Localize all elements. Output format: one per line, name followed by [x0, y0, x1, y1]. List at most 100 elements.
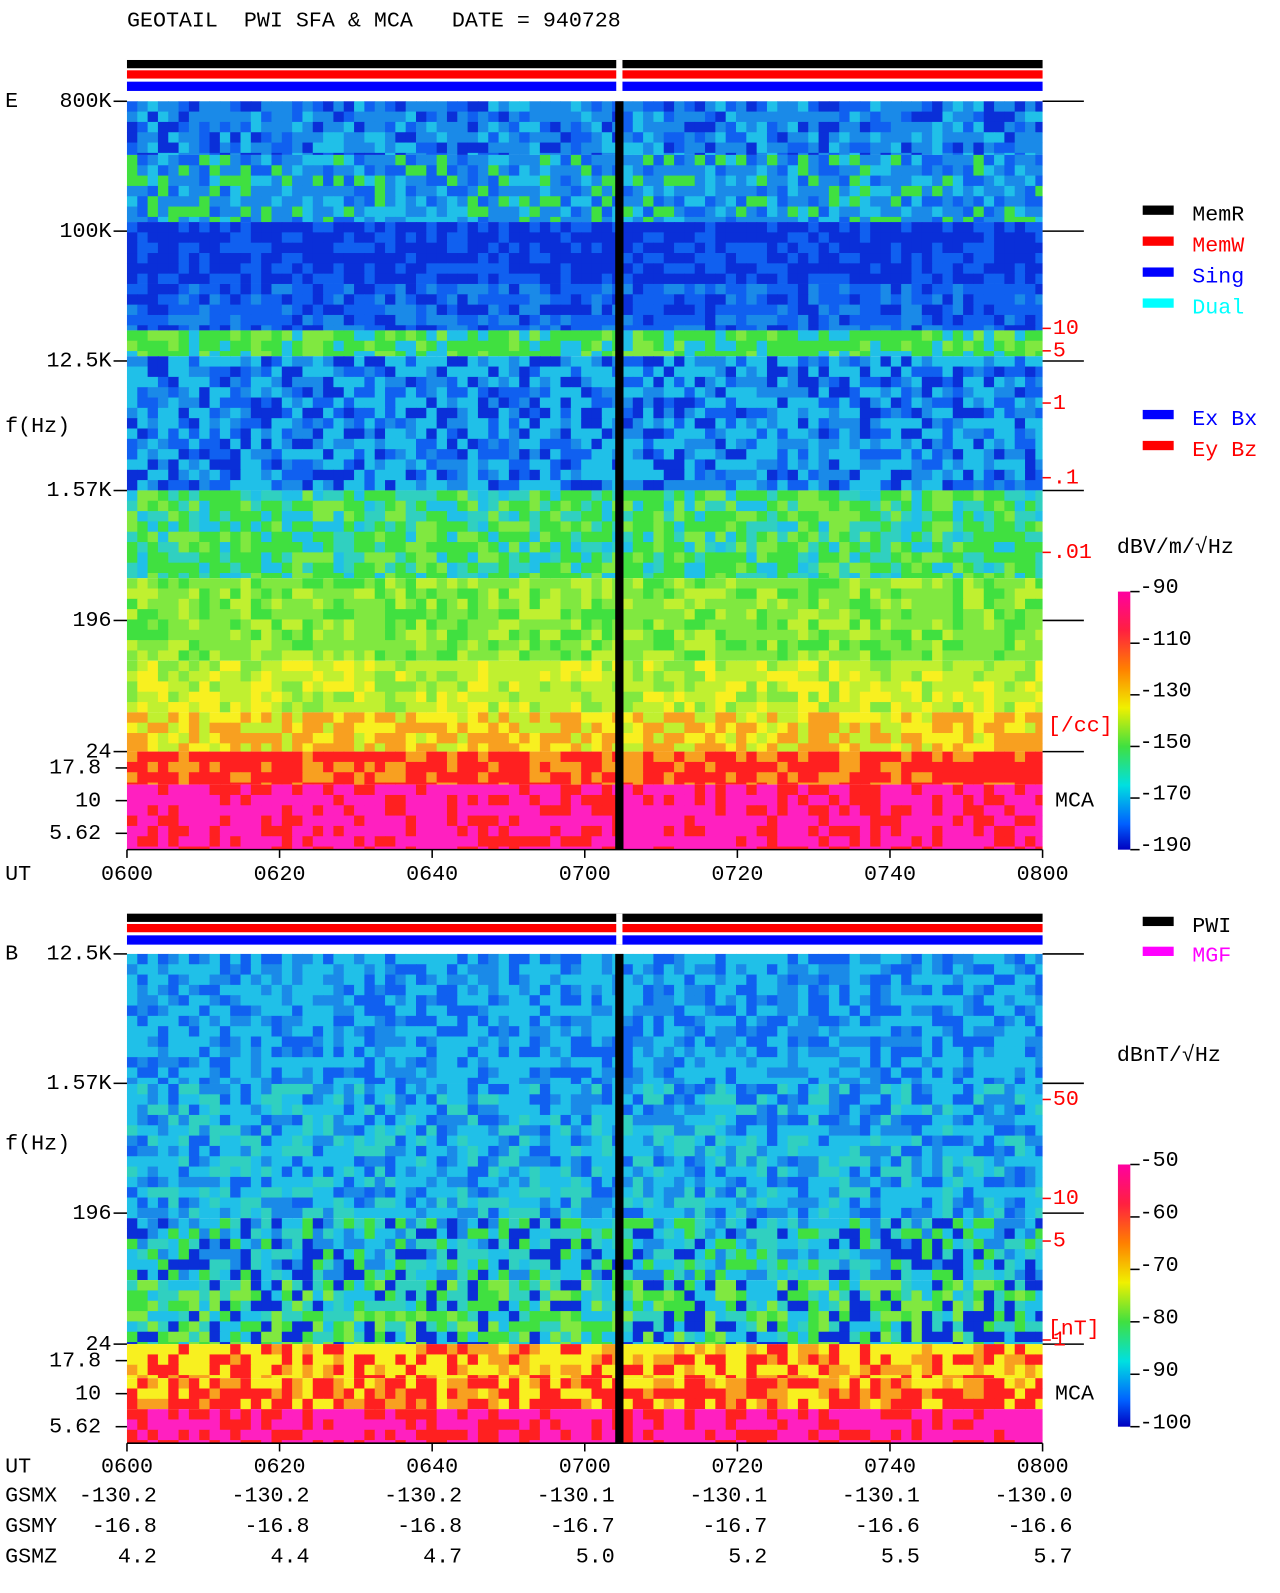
- spectrogram-cell: [219, 101, 231, 113]
- spectrogram-cell: [405, 242, 417, 254]
- spectrogram-cell: [725, 121, 737, 133]
- spectrogram-cell: [477, 340, 489, 352]
- spectrogram-cell: [405, 132, 417, 144]
- spectrogram-cell: [818, 216, 830, 223]
- spectrogram-cell: [973, 366, 985, 378]
- spectrogram-cell: [261, 552, 272, 564]
- spectrogram-cell: [261, 283, 272, 295]
- spectrogram-cell: [684, 469, 696, 481]
- spectrogram-cell: [508, 111, 520, 123]
- spectrogram-cell: [1004, 206, 1016, 218]
- spectrogram-cell: [416, 263, 427, 275]
- spectrogram-cell: [777, 340, 789, 352]
- spectrogram-cell: [963, 325, 974, 331]
- spectrogram-cell: [1035, 438, 1043, 450]
- spectrogram-cell: [839, 407, 851, 419]
- spectrogram-cell: [1004, 273, 1016, 284]
- spectrogram-cell: [219, 438, 231, 450]
- spectrogram-cell: [1025, 154, 1036, 166]
- spectrogram-cell: [932, 356, 943, 368]
- spectrogram-cell: [777, 232, 789, 244]
- spectrogram-cell: [374, 330, 386, 342]
- spectrogram-cell: [385, 325, 396, 331]
- spectrogram-cell: [529, 578, 541, 590]
- spectrogram-cell: [488, 619, 500, 631]
- spectrogram-cell: [550, 449, 562, 460]
- spectrogram-cell: [219, 216, 231, 223]
- spectrogram-cell: [694, 521, 706, 533]
- spectrogram-cell: [859, 121, 871, 133]
- spectrogram-cell: [1014, 283, 1026, 295]
- spectrogram-cell: [250, 175, 262, 187]
- spectrogram-cell: [963, 132, 974, 144]
- spectrogram-cell: [137, 562, 149, 574]
- spectrogram-cell: [705, 521, 716, 533]
- spectrogram-cell: [292, 351, 303, 357]
- spectrogram-cell: [632, 387, 644, 399]
- spectrogram-cell: [736, 366, 747, 378]
- spectrogram-cell: [457, 294, 469, 306]
- spectrogram-cell: [653, 578, 665, 590]
- spectrogram-cell: [519, 459, 531, 471]
- spectrogram-cell: [1014, 242, 1026, 254]
- spectrogram-cell: [622, 438, 634, 450]
- spectrogram-cell: [1004, 562, 1016, 574]
- spectrogram-cell: [446, 253, 458, 264]
- spectrogram-cell: [890, 387, 902, 399]
- spectrogram-cell: [797, 407, 809, 419]
- spectrogram-cell: [209, 132, 221, 144]
- spectrogram-cell: [674, 418, 685, 430]
- spectrogram-cell: [777, 588, 789, 600]
- spectrogram-cell: [870, 490, 882, 502]
- spectrogram-cell: [333, 376, 345, 388]
- spectrogram-cell: [725, 552, 737, 564]
- spectrogram-cell: [756, 325, 768, 331]
- spectrogram-cell: [488, 325, 500, 331]
- spectrogram-cell: [756, 340, 768, 352]
- spectrogram-cell: [839, 428, 851, 440]
- spectrogram-cell: [467, 552, 479, 564]
- spectrogram-cell: [240, 304, 252, 316]
- spectrogram-cell: [839, 397, 851, 409]
- spectrogram-cell: [994, 273, 1005, 284]
- spectrogram-cell: [188, 573, 200, 579]
- spectrogram-cell: [674, 111, 685, 123]
- spectrogram-cell: [901, 609, 912, 620]
- spectrogram-cell: [240, 111, 252, 123]
- spectrogram-cell: [746, 132, 758, 144]
- spectrogram-cell: [157, 222, 169, 233]
- spectrogram-cell: [333, 480, 345, 491]
- spectrogram-cell: [725, 142, 737, 154]
- spectrogram-cell: [932, 578, 943, 590]
- spectrogram-cell: [880, 573, 892, 579]
- spectrogram-cell: [705, 351, 716, 357]
- spectrogram-cell: [343, 376, 355, 388]
- spectrogram-cell: [374, 356, 386, 368]
- spectrogram-cell: [250, 598, 262, 610]
- spectrogram-cell: [581, 111, 592, 123]
- spectrogram-cell: [261, 304, 272, 316]
- spectrogram-cell: [508, 459, 520, 471]
- spectrogram-cell: [385, 232, 396, 244]
- spectrogram-cell: [147, 132, 159, 144]
- spectrogram-cell: [601, 111, 613, 123]
- spectrogram-cell: [457, 490, 469, 502]
- spectrogram-cell: [963, 578, 974, 590]
- spectrogram-cell: [219, 314, 231, 326]
- spectrogram-cell: [715, 588, 727, 600]
- spectrogram-cell: [849, 152, 861, 155]
- spectrogram-cell: [292, 619, 303, 631]
- spectrogram-cell: [292, 154, 303, 166]
- spectrogram-cell: [994, 351, 1005, 357]
- spectrogram-cell: [921, 196, 933, 208]
- spectrogram-cell: [674, 330, 685, 342]
- spectrogram-cell: [446, 142, 458, 154]
- spectrogram-cell: [343, 521, 355, 533]
- spectrogram-cell: [467, 273, 479, 284]
- spectrogram-cell: [343, 459, 355, 471]
- spectrogram-cell: [756, 294, 768, 306]
- spectrogram-cell: [1035, 340, 1043, 352]
- spectrogram-cell: [777, 578, 789, 590]
- spectrogram-cell: [550, 619, 562, 631]
- spectrogram-cell: [519, 531, 531, 543]
